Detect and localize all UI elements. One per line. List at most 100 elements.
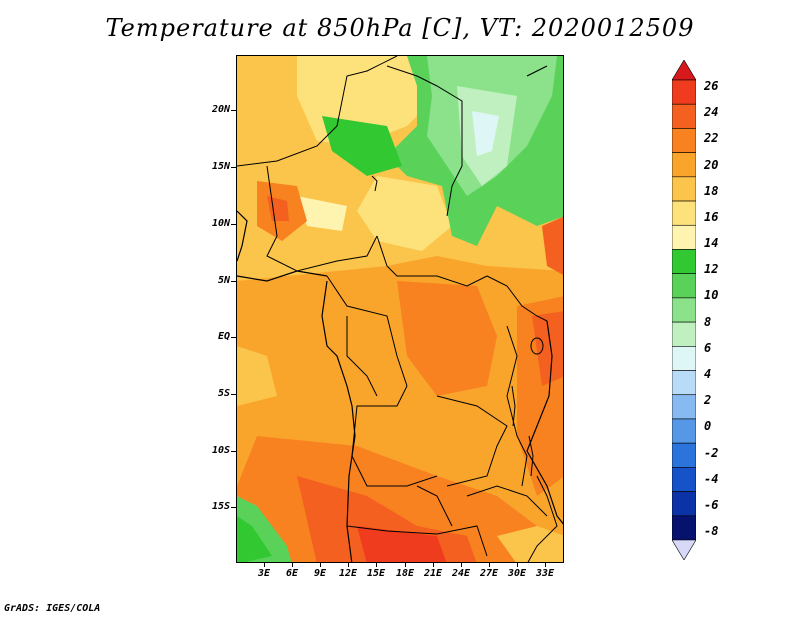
- colorbar-label: 26: [704, 79, 719, 93]
- band-12-14-patch: [297, 196, 347, 231]
- lon-tick: [376, 563, 377, 567]
- band-22-24-east: [532, 311, 563, 386]
- colorbar-label: 18: [704, 184, 719, 198]
- colorbar-cell: [672, 103, 696, 129]
- colorbar-cell: [672, 321, 696, 347]
- lat-tick: [231, 337, 236, 338]
- colorbar-cell: [672, 152, 696, 178]
- colorbar-cell: [672, 467, 696, 492]
- lat-tick: [231, 451, 236, 452]
- lon-label: 27E: [479, 568, 499, 579]
- lon-tick: [489, 563, 490, 567]
- band-16-18-westcoast: [237, 346, 277, 406]
- border-line: [466, 485, 548, 517]
- border-line: [386, 65, 463, 217]
- lake-tanganyika: [511, 385, 516, 427]
- band-14-16-centre: [357, 176, 452, 251]
- band-22-24-ne-patch: [542, 216, 563, 275]
- colorbar-cell: [672, 418, 696, 444]
- border-line: [436, 395, 508, 487]
- lake-malawi: [528, 435, 534, 477]
- coast-line: [237, 270, 328, 282]
- colorbar-cell: [672, 346, 696, 371]
- colorbar-label: 10: [704, 288, 719, 302]
- temperature-map: [236, 55, 564, 563]
- coast-line: [526, 320, 563, 525]
- lon-label: 3E: [257, 568, 271, 579]
- band-16-18-southeast: [497, 526, 563, 562]
- band-12-14-southwest: [237, 516, 272, 562]
- lat-label: 20N: [211, 104, 230, 115]
- colorbar-cell: [672, 128, 696, 153]
- colorbar-label: 12: [704, 262, 719, 276]
- coastlines: [237, 65, 563, 562]
- coast-line: [321, 280, 356, 562]
- colorbar-cell: [672, 297, 696, 323]
- coast-line: [526, 65, 548, 77]
- lat-tick: [231, 394, 236, 395]
- map-canvas: [237, 56, 563, 562]
- colorbar-label: 20: [704, 158, 719, 172]
- border-line: [326, 275, 408, 387]
- lon-tick: [320, 563, 321, 567]
- lon-tick: [292, 563, 293, 567]
- lon-tick: [405, 563, 406, 567]
- band-20-22-central: [397, 281, 497, 396]
- lon-label: 12E: [338, 568, 358, 579]
- colorbar-top-arrow: [672, 60, 696, 81]
- lat-tick: [231, 224, 236, 225]
- band-24-26-south: [357, 526, 447, 562]
- lat-label: 15S: [211, 501, 230, 512]
- colorbar-label: 4: [704, 367, 712, 381]
- lat-label: 5S: [217, 388, 230, 399]
- lat-label: 5N: [217, 275, 230, 286]
- colorbar-cell: [672, 491, 696, 517]
- lon-label: 24E: [451, 568, 471, 579]
- lon-label: 30E: [507, 568, 527, 579]
- lake-victoria: [530, 337, 544, 355]
- lon-label: 18E: [395, 568, 415, 579]
- colorbar-cell: [672, 249, 696, 274]
- colorbar-label: -2: [704, 446, 719, 460]
- lon-tick: [433, 563, 434, 567]
- lat-label: 10N: [211, 218, 230, 229]
- colorbar-cell: [672, 442, 696, 468]
- lat-label: 10S: [211, 445, 230, 456]
- colorbar-cell: [672, 273, 696, 299]
- lon-label: 9E: [313, 568, 327, 579]
- colorbar-label: -8: [704, 524, 719, 538]
- border-line: [346, 316, 378, 397]
- border-line: [416, 485, 453, 527]
- lat-tick: [231, 507, 236, 508]
- colorbar-cell: [672, 176, 696, 202]
- colorbar-cell: [672, 394, 696, 420]
- lat-label: 15N: [211, 161, 230, 172]
- colorbar-label: 8: [704, 315, 712, 329]
- colorbar-label: 22: [704, 131, 719, 145]
- colorbar-cell: [672, 79, 696, 105]
- colorbar-label: -6: [704, 498, 719, 512]
- colorbar-label: -4: [704, 472, 719, 486]
- lon-tick: [517, 563, 518, 567]
- lat-tick: [231, 281, 236, 282]
- lon-label: 6E: [285, 568, 299, 579]
- border-line: [346, 525, 488, 557]
- border-line: [237, 56, 398, 167]
- lat-tick: [231, 110, 236, 111]
- band-12-14-north: [322, 116, 402, 176]
- credit-text: GrADS: IGES/COLA: [4, 603, 101, 614]
- lon-label: 15E: [366, 568, 386, 579]
- colorbar-label: 2: [704, 393, 712, 407]
- chart-title: Temperature at 850hPa [C], VT: 202001250…: [105, 14, 695, 42]
- colorbar-cell: [672, 200, 696, 226]
- colorbar-cell: [672, 370, 696, 396]
- colorbar-label: 24: [704, 105, 719, 119]
- border-line: [486, 275, 548, 322]
- colorbar-cell: [672, 224, 696, 250]
- colorbar-bottom-arrow: [672, 539, 696, 560]
- colorbar-cells: [672, 60, 696, 560]
- lat-label: EQ: [217, 331, 230, 342]
- colorbar-label: 0: [704, 419, 712, 433]
- lon-label: 33E: [535, 568, 555, 579]
- border-line: [376, 235, 488, 287]
